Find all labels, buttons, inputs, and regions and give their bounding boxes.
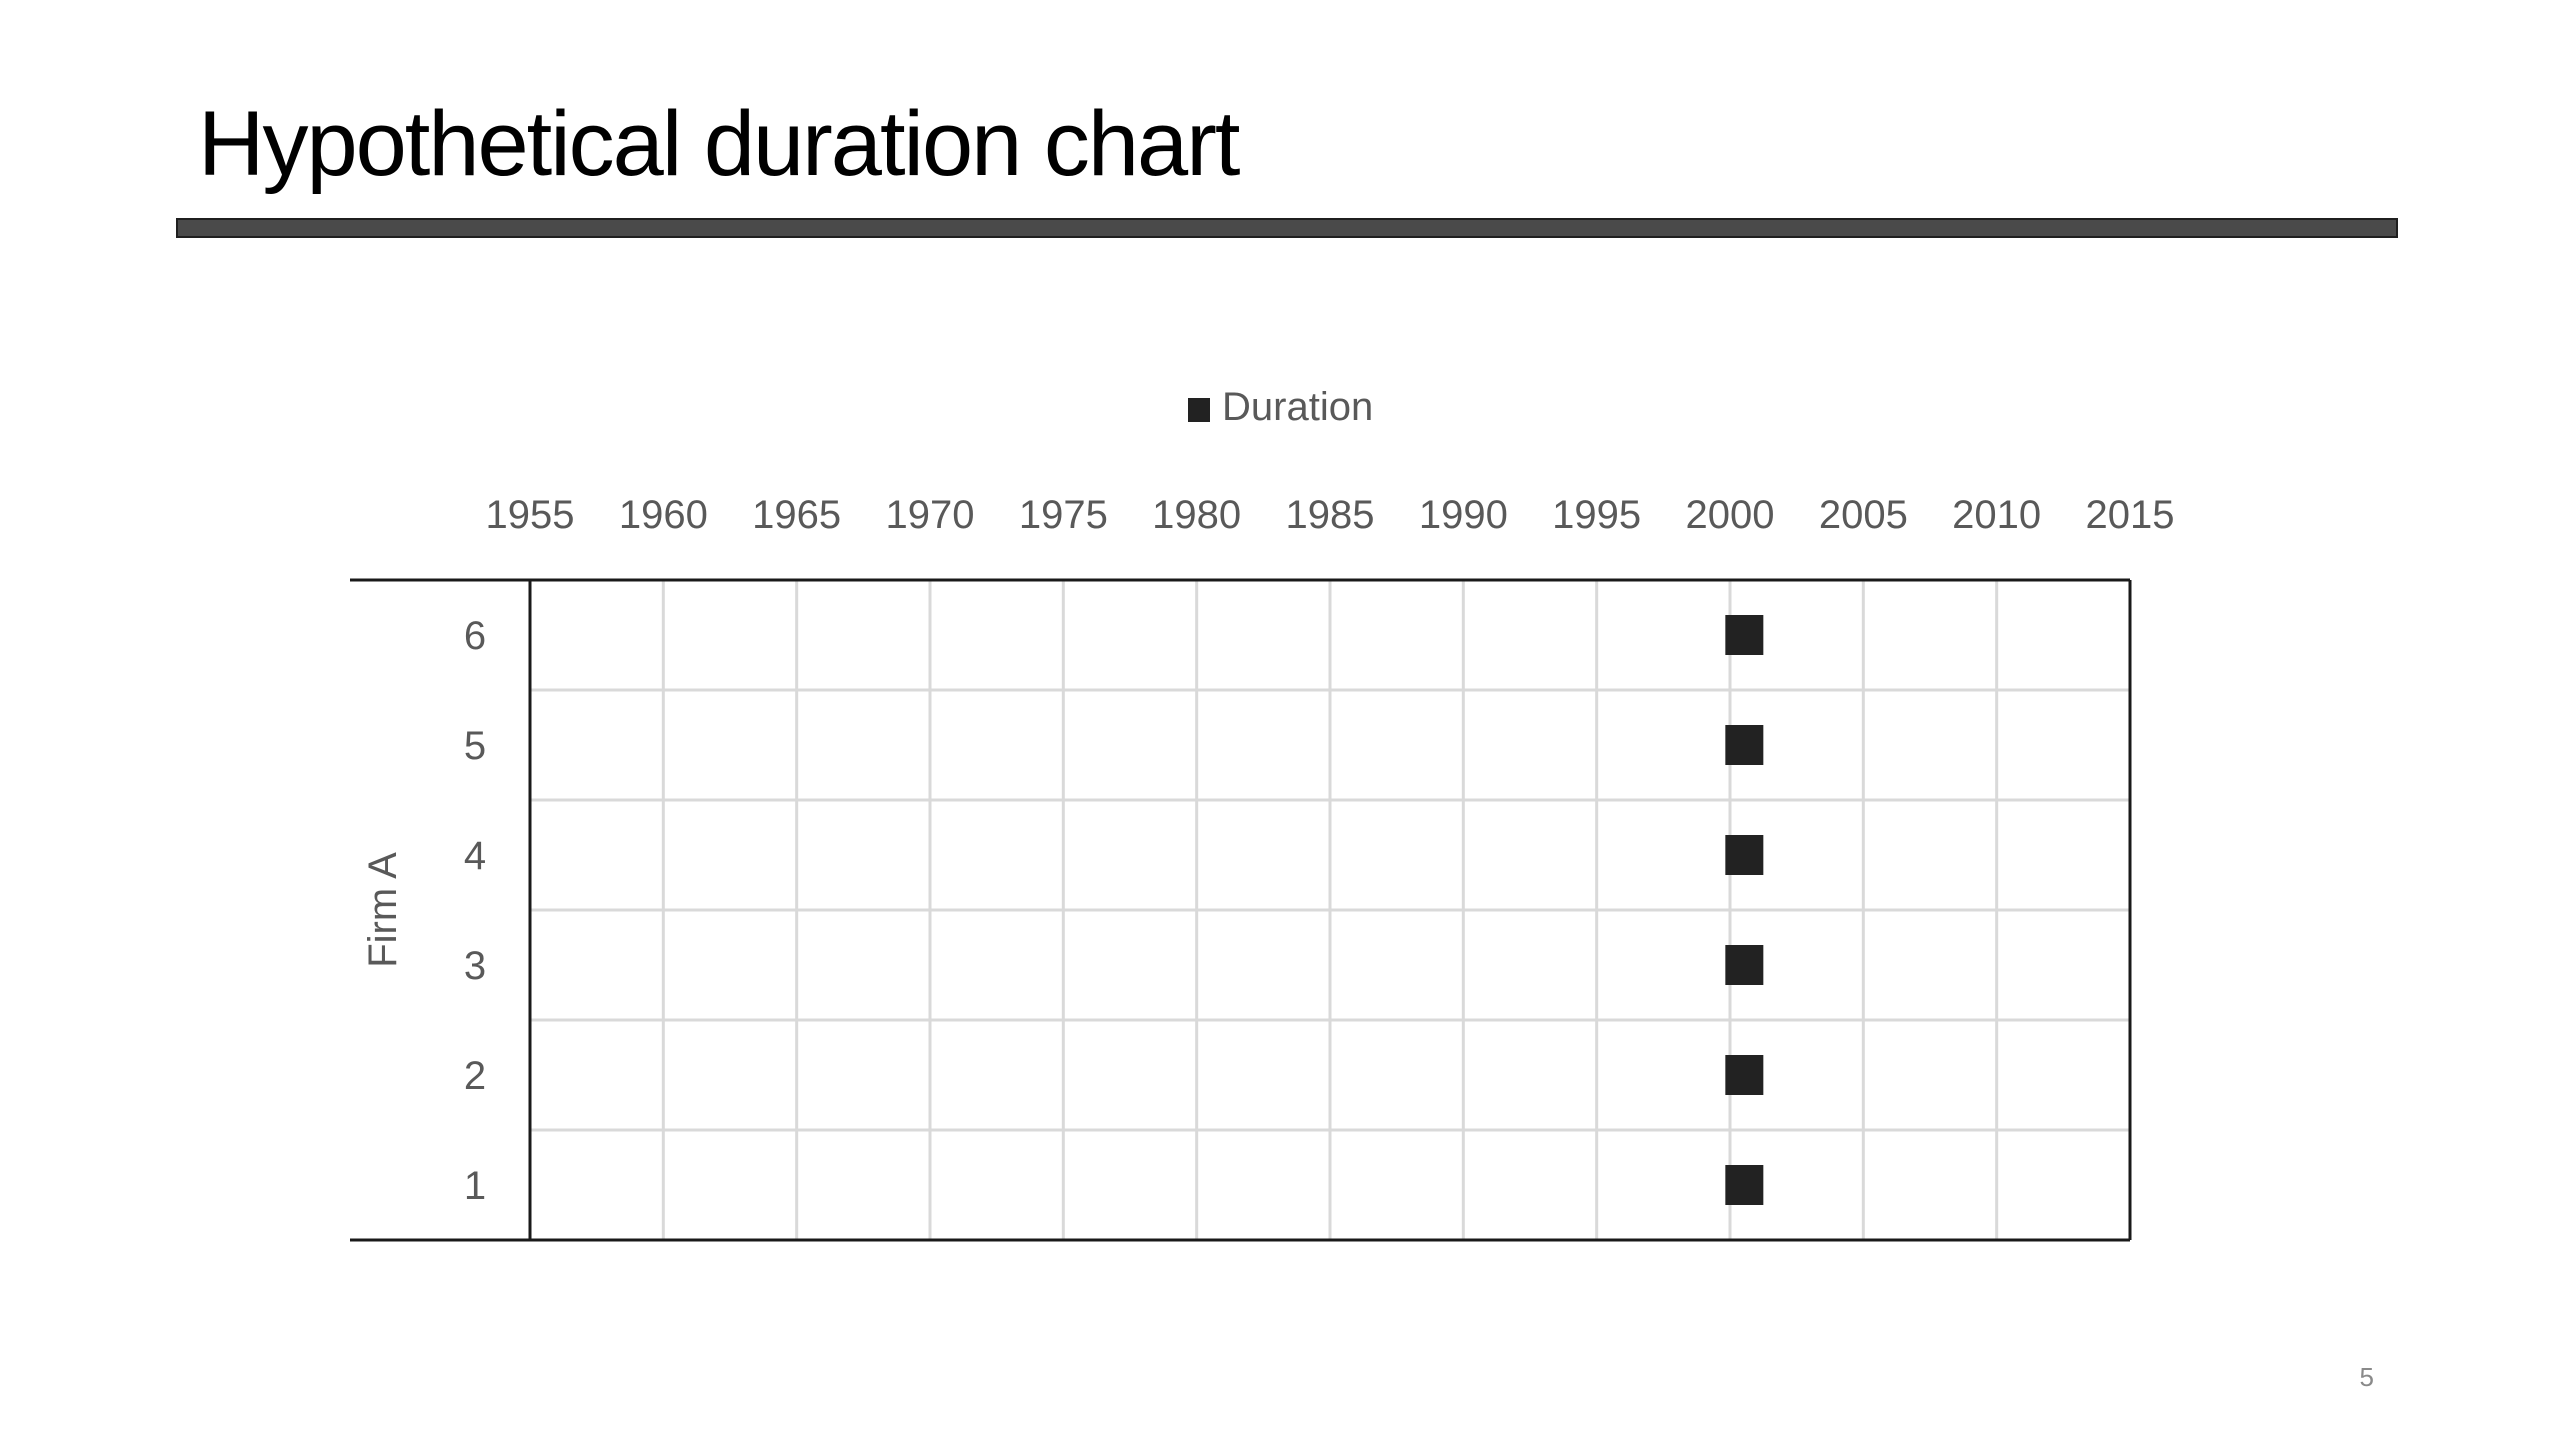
- x-tick-label: 2005: [1819, 493, 1908, 537]
- y-tick-label: 4: [464, 834, 486, 878]
- x-tick-label: 1970: [886, 493, 975, 537]
- y-tick-label: 1: [464, 1164, 486, 1208]
- x-tick-label: 1985: [1286, 493, 1375, 537]
- x-tick-label: 1990: [1419, 493, 1508, 537]
- x-tick-label: 1965: [752, 493, 841, 537]
- data-point: [1725, 725, 1764, 765]
- x-tick-label: 1960: [619, 493, 708, 537]
- x-tick-label: 2000: [1686, 493, 1775, 537]
- data-point: [1725, 1055, 1764, 1095]
- x-tick-label: 2010: [1952, 493, 2041, 537]
- y-tick-label: 5: [464, 724, 486, 768]
- data-point: [1725, 835, 1764, 875]
- x-tick-label: 1955: [486, 493, 575, 537]
- data-point: [1725, 945, 1764, 985]
- y-axis-title: Firm A: [361, 852, 405, 968]
- data-point: [1725, 1165, 1764, 1205]
- y-tick-label: 6: [464, 614, 486, 658]
- x-tick-label: 1975: [1019, 493, 1108, 537]
- x-tick-label: 2015: [2086, 493, 2175, 537]
- x-tick-label: 1980: [1152, 493, 1241, 537]
- slide-title: Hypothetical duration chart: [198, 93, 1240, 195]
- data-point: [1725, 615, 1764, 655]
- legend-label: Duration: [1222, 385, 1373, 429]
- y-tick-label: 2: [464, 1054, 486, 1098]
- y-tick-label: 3: [464, 944, 486, 988]
- title-divider: [176, 218, 2398, 238]
- legend-marker: [1188, 398, 1210, 422]
- slide-number: 5: [2359, 1362, 2374, 1392]
- x-tick-label: 1995: [1552, 493, 1641, 537]
